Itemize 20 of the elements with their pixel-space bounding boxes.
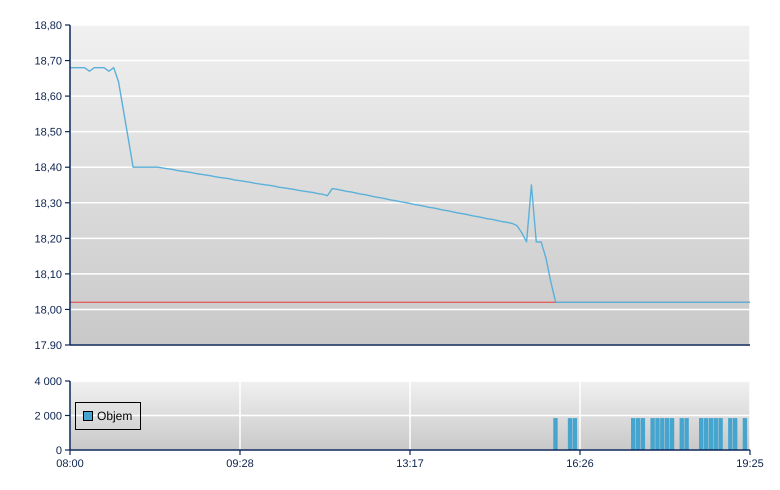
y-tick-label: 4 000 (34, 376, 62, 388)
y-tick-label: 18,30 (34, 198, 62, 210)
x-tick-label: 16:26 (566, 458, 594, 470)
y-tick-label: 18,20 (34, 233, 62, 246)
y-tick-label: 18,70 (34, 56, 62, 68)
y-tick-label: 18,80 (34, 20, 62, 32)
y-tick-label: 18,50 (34, 126, 62, 139)
y-tick-label: 18,40 (34, 162, 62, 174)
x-tick-label: 19:25 (736, 458, 764, 470)
y-tick-label: 18,10 (34, 268, 62, 281)
y-tick-label: 2 000 (34, 410, 62, 422)
y-tick-label: 17.90 (34, 340, 62, 352)
legend-label: Objem (97, 408, 132, 422)
y-tick-label: 18,00 (34, 304, 62, 316)
y-tick-label: 0 (56, 445, 62, 457)
x-tick-label: 08:00 (56, 458, 84, 470)
y-tick-label: 18,60 (34, 91, 62, 104)
line-series (70, 66, 750, 304)
x-tick-label: 13:17 (396, 458, 424, 470)
x-tick-label: 09:28 (226, 458, 254, 470)
